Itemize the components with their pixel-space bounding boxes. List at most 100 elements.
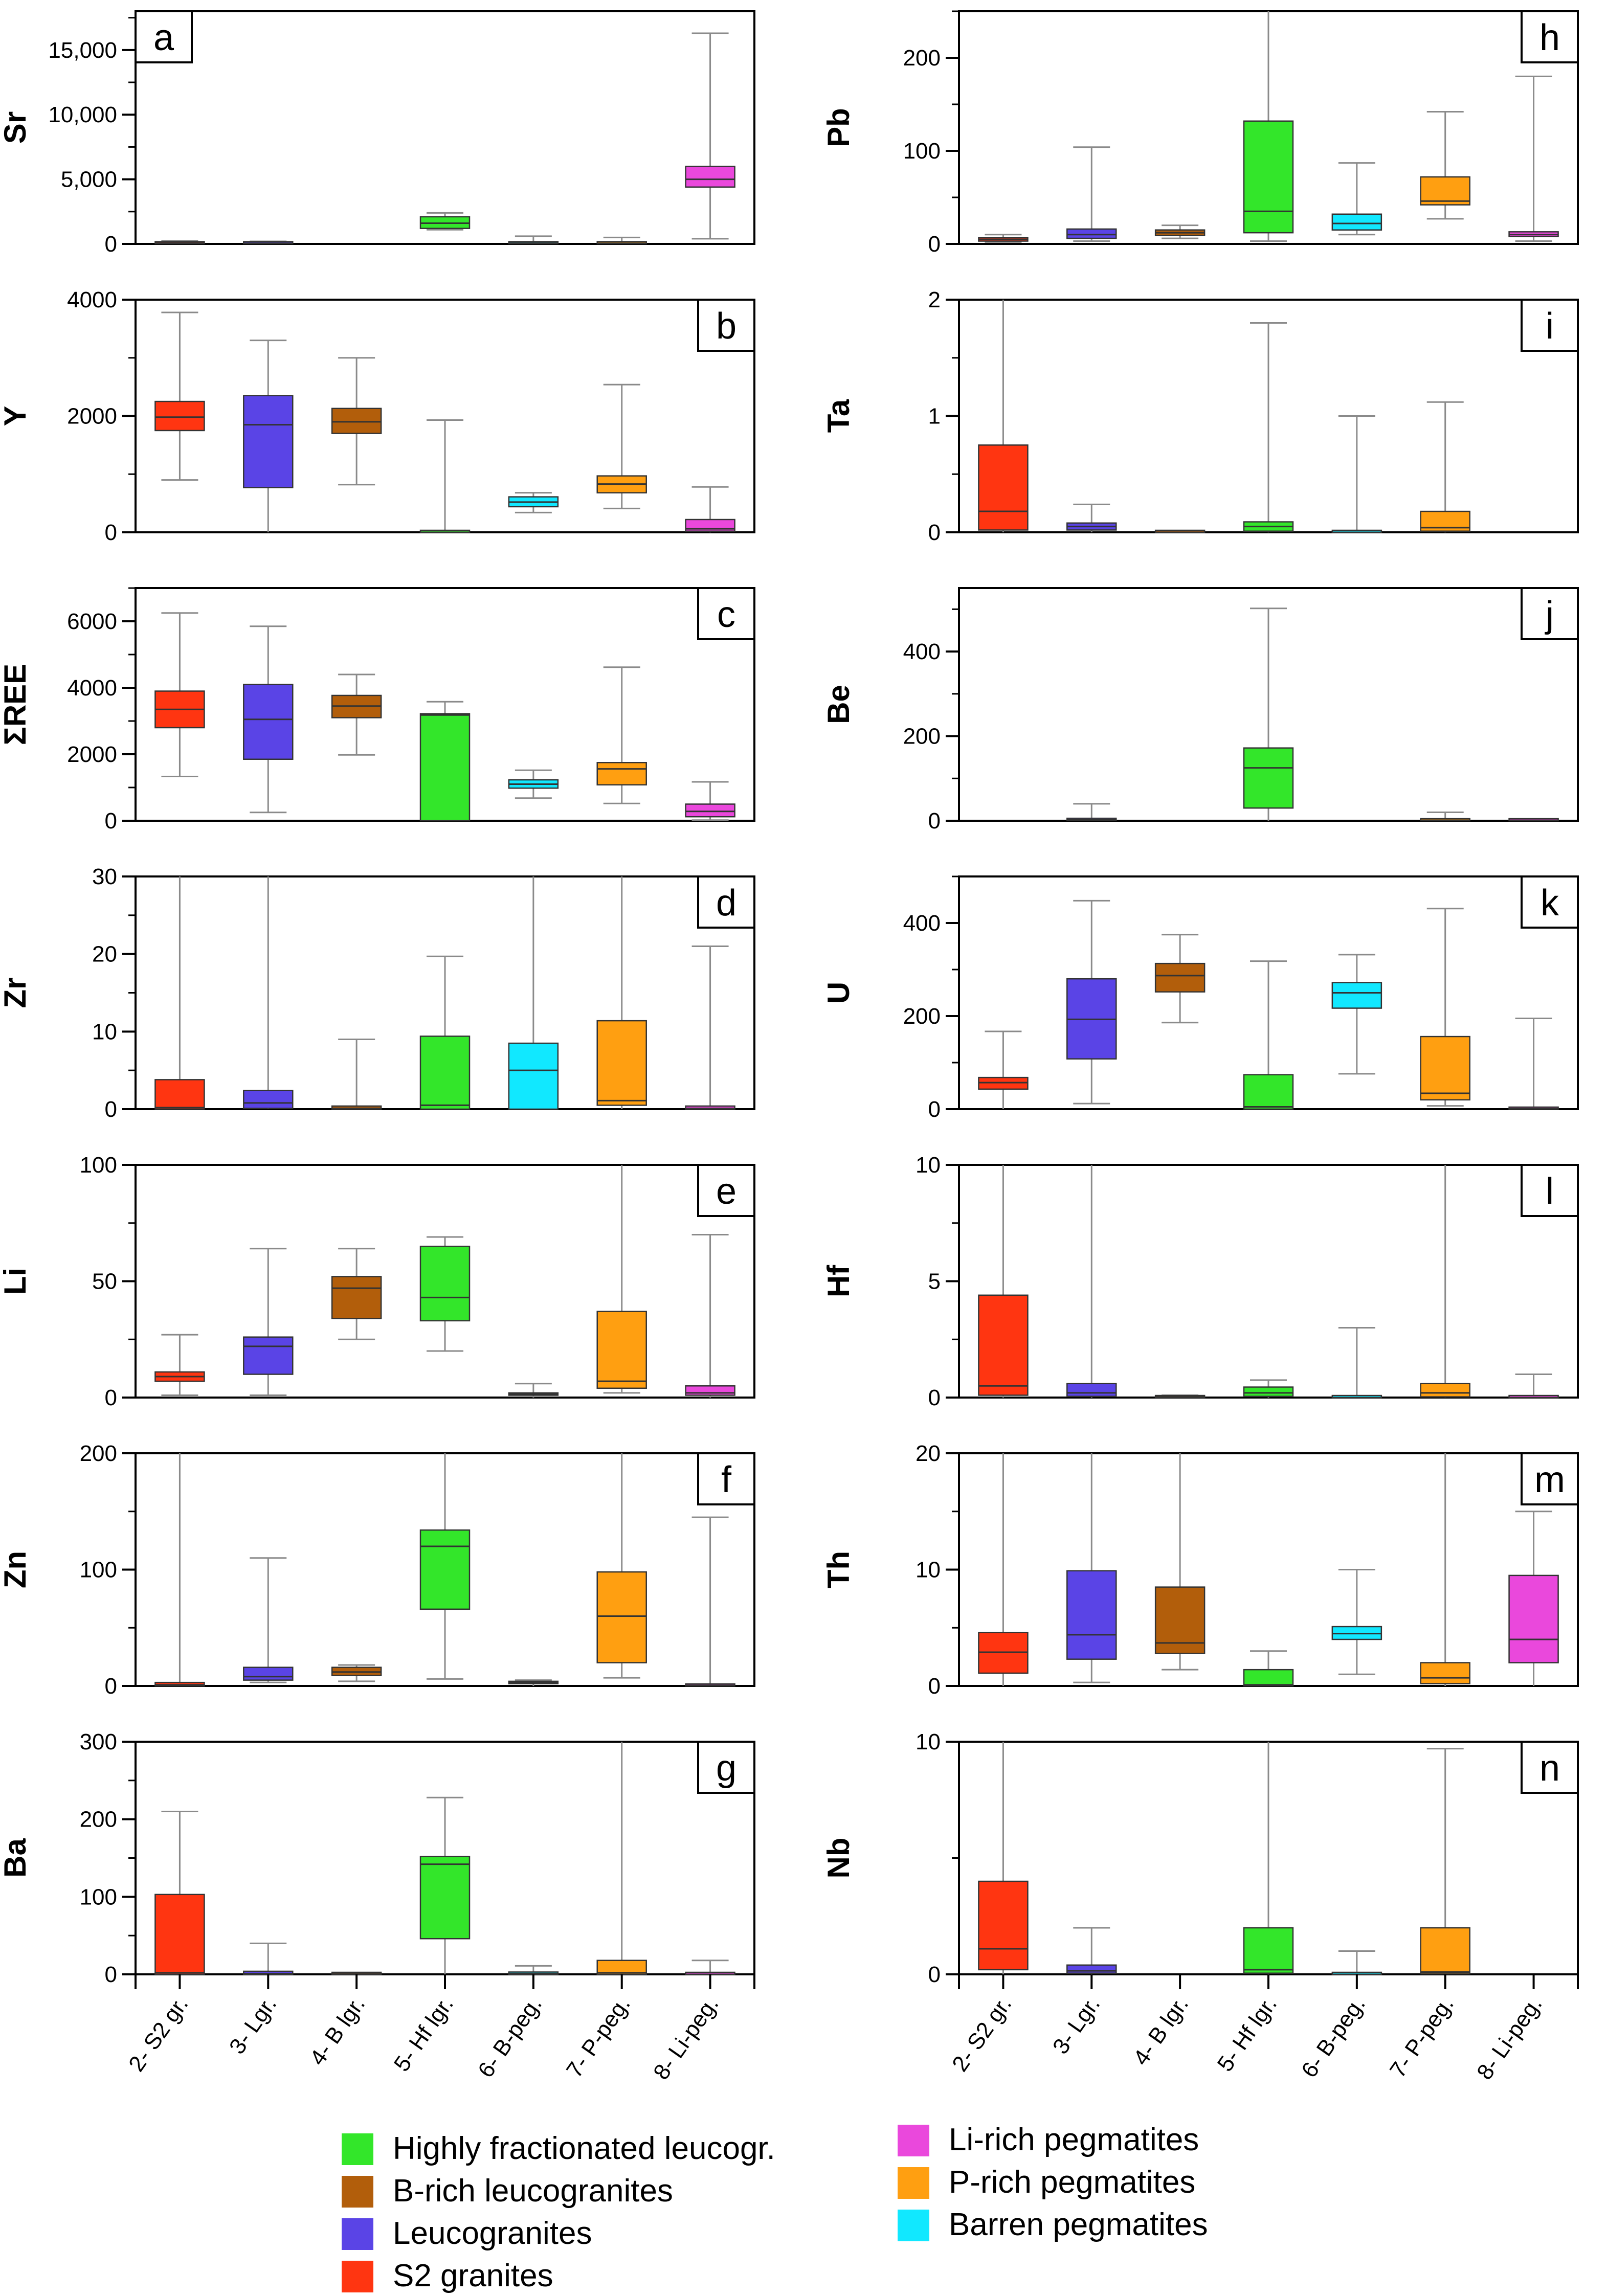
panel-letter-box [135,10,193,63]
box-7- P-peg. [1420,908,1470,1107]
iqr-box [331,408,382,434]
category-label: 8- Li-peg. [1472,1992,1547,2084]
panel-i: 0 1 2 Ta i [821,287,1579,545]
category-axes: 2- S2 gr. 3- Lgr. 4- B lgr. 5- Hf lgr. 6- B-… [124,1974,1579,2084]
y-tick-label: 30 [92,864,117,889]
y-tick-label: 0 [928,232,941,257]
category-label: 3- Lgr. [225,1992,282,2059]
box-7- P-peg. [596,876,647,1109]
y-tick-label: 0 [105,1674,117,1699]
iqr-box [419,1036,471,1110]
box-3- Lgr. [243,1942,294,1975]
box-3- Lgr. [1066,899,1117,1105]
box-6- B-peg. [508,1383,559,1398]
category-label: 6- B-peg. [473,1992,547,2082]
category-label: 5- Hf lgr. [389,1992,459,2076]
y-tick-label: 100 [80,1884,117,1909]
iqr-box [1243,1074,1294,1110]
panel-letter-box [1521,10,1579,63]
panel-d: 0 10 20 30 Zr d [0,864,755,1122]
box-5- Hf lgr. [1243,1742,1294,1974]
panel-letter: i [1546,306,1554,347]
legend-label: Barren pegmatites [949,2207,1208,2242]
y-axis-label: Sr [0,111,32,144]
box-8- Li-peg. [685,1516,735,1687]
y-tick-label: 10 [916,1729,941,1754]
box-7- P-peg. [1420,1748,1470,1975]
box-5- Hf lgr. [419,701,471,822]
box-8- Li-peg. [685,32,735,240]
box-6- B-peg. [1331,1327,1382,1399]
panel-letter: c [717,594,735,635]
legend-label: P-rich pegmatites [949,2165,1195,2200]
legend-swatch [342,2133,373,2165]
category-label: 2- S2 gr. [124,1992,193,2076]
iqr-box [685,1105,735,1110]
legend-label: Li-rich pegmatites [949,2122,1199,2157]
category-label: 6- B-peg. [1297,1992,1370,2082]
panel-letter: k [1541,883,1559,924]
legend-item: Li-rich pegmatites [898,2122,1199,2157]
box-8- Li-peg. [1508,1374,1559,1399]
iqr-box [1243,1386,1294,1397]
panel-letter-box [1521,1164,1579,1217]
panel-letter-box [1521,1741,1579,1794]
iqr-box [596,1311,647,1389]
y-tick-label: 1 [928,404,941,429]
box-6- B-peg. [1331,1950,1382,1975]
box-5- Hf lgr. [419,419,471,533]
box-7- P-peg. [596,1453,647,1679]
box-2- S2 gr. [154,311,205,481]
panel-letter: n [1539,1748,1560,1789]
box-3- Lgr. [243,240,294,244]
iqr-box [978,1880,1029,1971]
iqr-box [1420,1662,1470,1684]
panel-letter-box [697,587,755,640]
panel-e: 0 50 100 Li e [0,1153,755,1410]
panel-letter-box [697,1164,755,1217]
iqr-box [154,1079,205,1110]
panel-a: 0 5,000 10,000 15,000 Sr a [0,10,755,257]
panel-c: 0 2000 4000 6000 ΣREE c [0,587,755,834]
box-7- P-peg. [1420,401,1470,532]
y-tick-label: 4000 [67,287,117,312]
y-tick-label: 20 [916,1441,941,1466]
box-2- S2 gr. [978,1453,1029,1686]
y-axis-label: Li [0,1268,32,1295]
legend-label: Leucogranites [393,2216,592,2251]
box-4- B lgr. [1154,224,1206,239]
box-6- B-peg. [1331,954,1382,1075]
category-label: 4- B lgr. [305,1992,370,2070]
box-2- S2 gr. [978,300,1029,532]
panel-letter-box [697,1741,755,1794]
iqr-box [154,1894,205,1975]
box-2- S2 gr. [978,1030,1029,1109]
y-axis-label: Hf [821,1265,856,1297]
box-5- Hf lgr. [419,955,471,1110]
category-axis-2: 2- S2 gr. 3- Lgr. 4- B lgr. 5- Hf lgr. 6- B-… [947,1974,1579,2084]
box-5- Hf lgr. [1243,607,1294,821]
box-6- B-peg. [508,492,559,513]
legend-swatch [342,2218,373,2250]
box-4- B lgr. [1154,529,1206,533]
legend-item: P-rich pegmatites [898,2165,1195,2200]
legend: Highly fractionated leucogr. B-rich leuco… [342,2122,1208,2293]
box-4- B lgr. [1154,934,1206,1024]
iqr-box [419,1246,471,1322]
box-2- S2 gr. [154,612,205,778]
panel-g: 0 100 200 300 Ba g [0,1729,755,1987]
category-label: 2- S2 gr. [947,1992,1017,2076]
iqr-box [419,1856,471,1940]
y-axis-label: Ba [0,1838,32,1878]
box-8- Li-peg. [1508,818,1559,822]
y-tick-label: 10 [92,1019,117,1044]
legend-label: Highly fractionated leucogr. [393,2131,775,2166]
box-3- Lgr. [1066,1453,1117,1683]
iqr-box [331,1105,382,1110]
box-2- S2 gr. [978,1742,1029,1974]
iqr-box [243,684,294,760]
box-5- Hf lgr. [1243,960,1294,1110]
box-5- Hf lgr. [419,1236,471,1352]
panel-letter-box [697,875,755,929]
